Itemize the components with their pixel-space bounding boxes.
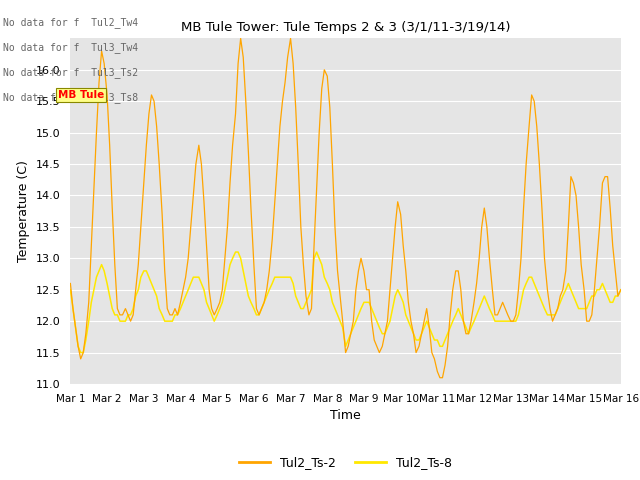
- Text: MB Tule: MB Tule: [58, 90, 104, 100]
- Tul2_Ts-8: [234, 249, 242, 255]
- Tul2_Ts-2: [570, 180, 577, 186]
- Y-axis label: Temperature (C): Temperature (C): [17, 160, 30, 262]
- Tul2_Ts-8: [232, 249, 239, 255]
- Tul2_Ts-2: [617, 287, 625, 293]
- Legend: Tul2_Ts-2, Tul2_Ts-8: Tul2_Ts-2, Tul2_Ts-8: [234, 452, 457, 475]
- Tul2_Ts-2: [67, 281, 74, 287]
- Tul2_Ts-2: [82, 331, 90, 336]
- Tul2_Ts-8: [452, 312, 460, 318]
- Tul2_Ts-8: [284, 274, 291, 280]
- Tul2_Ts-8: [617, 287, 625, 293]
- Text: No data for f  Tul2_Tw4: No data for f Tul2_Tw4: [3, 17, 138, 28]
- Tul2_Ts-8: [85, 318, 93, 324]
- Tul2_Ts-2: [452, 268, 460, 274]
- Tul2_Ts-2: [237, 36, 244, 41]
- Text: No data for f  Tul3_Ts2: No data for f Tul3_Ts2: [3, 67, 138, 78]
- Text: No data for f  Tul3_Ts8: No data for f Tul3_Ts8: [3, 92, 138, 103]
- Tul2_Ts-2: [436, 375, 444, 381]
- Text: No data for f  Tul3_Tw4: No data for f Tul3_Tw4: [3, 42, 138, 53]
- Tul2_Ts-8: [313, 249, 321, 255]
- Tul2_Ts-2: [310, 243, 318, 249]
- Tul2_Ts-8: [77, 350, 84, 356]
- Line: Tul2_Ts-8: Tul2_Ts-8: [70, 252, 621, 353]
- Tul2_Ts-2: [281, 80, 289, 85]
- Tul2_Ts-8: [570, 293, 577, 299]
- Tul2_Ts-2: [228, 143, 236, 148]
- X-axis label: Time: Time: [330, 409, 361, 422]
- Title: MB Tule Tower: Tule Temps 2 & 3 (3/1/11-3/19/14): MB Tule Tower: Tule Temps 2 & 3 (3/1/11-…: [181, 22, 510, 35]
- Line: Tul2_Ts-2: Tul2_Ts-2: [70, 38, 621, 378]
- Tul2_Ts-8: [67, 287, 74, 293]
